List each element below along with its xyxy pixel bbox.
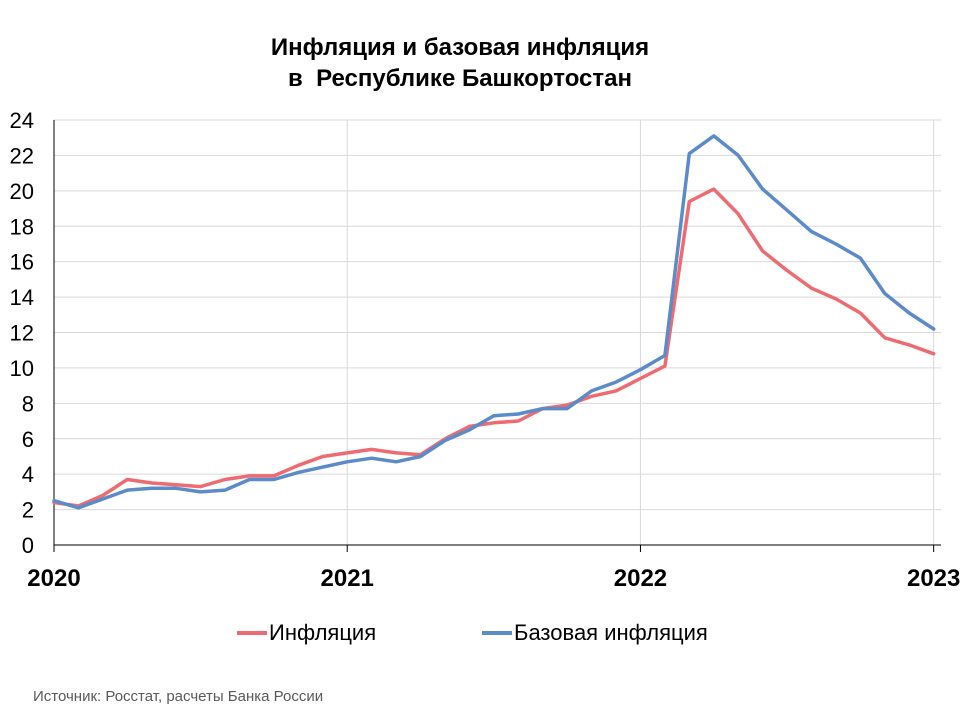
series-lines [52,134,936,510]
x-tick-label-2021: 2021 [321,565,374,592]
series-line-inflation [52,187,936,508]
x-tick-label-2022: 2022 [614,565,667,592]
legend-item-core-inflation: Базовая инфляция [482,620,708,646]
y-tick-label-6: 6 [22,427,34,452]
gridlines [54,119,941,545]
y-tick-label-4: 4 [22,462,34,487]
y-tick-label-14: 14 [10,285,34,310]
y-tick-label-8: 8 [22,391,34,416]
y-tick-label-10: 10 [10,356,34,381]
chart-title: Инфляция и базовая инфляция в Республике… [0,32,920,94]
y-tick-label-18: 18 [10,214,34,239]
axes [53,120,941,552]
x-axis-tick-labels: 2020 2021 2022 2023 [27,565,960,592]
y-tick-label-22: 22 [10,143,34,168]
legend-swatch-inflation [237,631,267,635]
source-note: Источник: Росстат, расчеты Банка России [33,688,324,705]
y-tick-label-20: 20 [10,179,34,204]
legend: Инфляция Базовая инфляция [0,620,960,650]
legend-label-core-inflation: Базовая инфляция [514,620,708,645]
chart-title-line-1: Инфляция и базовая инфляция [270,34,650,61]
chart-title-line-2: в Республике Башкортостан [287,65,632,92]
x-tick-label-2023: 2023 [907,565,960,592]
y-tick-label-16: 16 [10,250,34,275]
y-tick-label-24: 24 [10,108,34,133]
legend-swatch-core-inflation [482,631,512,635]
y-tick-label-0: 0 [22,533,34,558]
series-line-core-inflation [52,134,936,510]
y-tick-label-2: 2 [22,498,34,523]
legend-item-inflation: Инфляция [237,620,376,646]
x-tick-label-2020: 2020 [27,565,80,592]
y-tick-label-12: 12 [10,321,34,346]
legend-label-inflation: Инфляция [269,620,377,645]
